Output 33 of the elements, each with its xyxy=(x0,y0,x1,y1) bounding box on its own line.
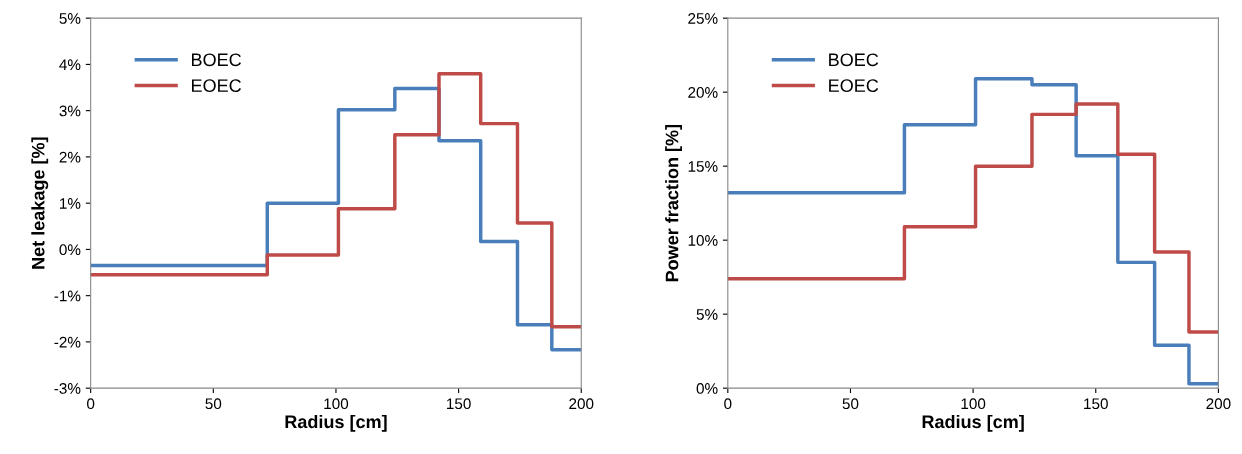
y-tick-label: 2% xyxy=(59,151,81,163)
y-tick-label: -3% xyxy=(54,383,81,394)
x-tick-label: 200 xyxy=(1206,398,1231,410)
x-tick-label: 0 xyxy=(724,398,732,410)
y-tick-label: -2% xyxy=(54,336,81,348)
x-tick-label: 50 xyxy=(205,398,222,410)
y-tick-label: 5% xyxy=(59,13,81,24)
y-tick-label: 5% xyxy=(696,309,718,320)
x-axis-title: Radius [cm] xyxy=(285,414,387,432)
y-tick-label: 4% xyxy=(59,59,81,71)
x-tick-label: 50 xyxy=(842,398,859,410)
x-tick-label: 200 xyxy=(569,398,594,410)
x-tick-label: 100 xyxy=(961,398,986,410)
y-axis-title: Power fraction [%] xyxy=(665,124,682,282)
x-tick-label: 100 xyxy=(324,398,349,410)
y-tick-label: 3% xyxy=(59,105,81,117)
y-tick-label: 15% xyxy=(688,161,718,172)
legend-label: EOEC xyxy=(829,79,879,93)
y-tick-label: 1% xyxy=(60,198,81,209)
legend-label: BOEC xyxy=(829,53,879,67)
x-axis-title: Radius [cm] xyxy=(922,414,1024,432)
y-tick-label: 25% xyxy=(688,13,718,24)
x-tick-label: 150 xyxy=(447,398,471,410)
y-tick-label: 0% xyxy=(59,244,81,256)
y-tick-label: 10% xyxy=(688,235,718,246)
legend-label: BOEC xyxy=(192,53,241,67)
y-tick-label: 20% xyxy=(688,87,718,98)
legend-label: EOEC xyxy=(192,79,241,93)
y-tick-label: -1% xyxy=(54,290,81,302)
x-tick-label: 150 xyxy=(1084,398,1108,410)
y-tick-label: 0% xyxy=(696,383,718,394)
y-axis-title: Net leakage [%] xyxy=(31,137,49,269)
x-tick-label: 0 xyxy=(87,398,95,410)
